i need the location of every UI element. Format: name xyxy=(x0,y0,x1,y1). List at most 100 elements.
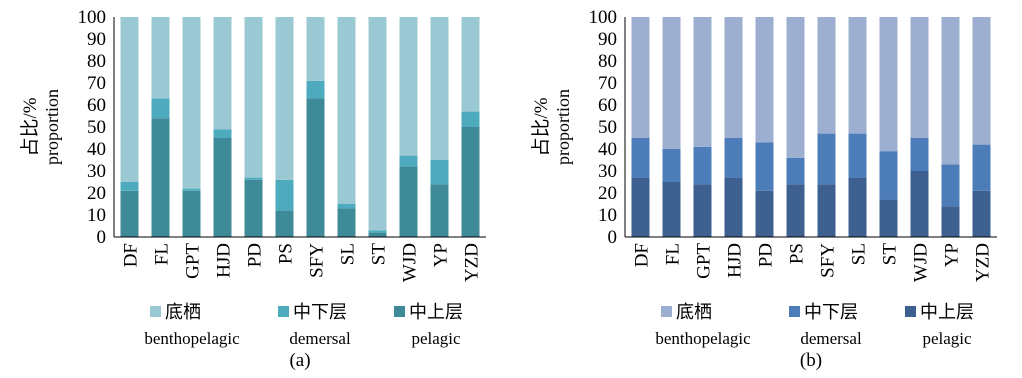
bar-segment-demersal xyxy=(662,149,681,182)
legend-label-en: pelagic xyxy=(922,329,972,348)
bar-segment-pelagic xyxy=(182,190,201,237)
bar-segment-benthopelagic xyxy=(910,17,929,138)
x-tick-label: PD xyxy=(756,243,777,267)
x-tick-label: PD xyxy=(245,243,266,267)
bar-segment-benthopelagic xyxy=(817,17,836,134)
bar-segment-benthopelagic xyxy=(275,17,294,180)
bar-segment-pelagic xyxy=(213,138,232,237)
y-axis-title-cn: 占比/% xyxy=(530,97,552,156)
bar-segment-pelagic xyxy=(755,190,774,237)
legend-label-cn: 中上层 xyxy=(409,302,463,322)
x-tick-label: YZD xyxy=(462,243,483,282)
bar-segment-demersal xyxy=(631,138,650,178)
bar-segment-benthopelagic xyxy=(120,17,139,182)
x-tick-label: FL xyxy=(152,243,173,265)
legend-label-en: benthopelagic xyxy=(144,329,240,348)
y-tick-label: 50 xyxy=(87,117,106,138)
bar-segment-benthopelagic xyxy=(693,17,712,147)
y-tick-label: 90 xyxy=(598,29,617,50)
y-tick-label: 10 xyxy=(87,205,106,226)
bar-segment-benthopelagic xyxy=(662,17,681,149)
y-tick-label: 40 xyxy=(598,139,617,160)
x-tick-label: PS xyxy=(276,243,297,264)
x-tick-label: SFY xyxy=(307,243,328,278)
bar-segment-benthopelagic xyxy=(399,17,418,156)
bar-segment-pelagic xyxy=(368,232,387,237)
y-tick-label: 80 xyxy=(598,51,617,72)
x-tick-label: SL xyxy=(849,243,870,265)
bar-segment-demersal xyxy=(244,177,263,180)
bar-segment-benthopelagic xyxy=(430,17,449,160)
bar-segment-demersal xyxy=(368,230,387,233)
bar-segment-benthopelagic xyxy=(244,17,263,178)
x-tick-label: YP xyxy=(431,243,452,267)
panel-label: (a) xyxy=(289,350,310,371)
bar-segment-pelagic xyxy=(306,98,325,238)
bar-segment-benthopelagic xyxy=(151,17,170,99)
bar-segment-demersal xyxy=(879,151,898,200)
bar-segment-benthopelagic xyxy=(306,17,325,81)
bar-segment-pelagic xyxy=(662,182,681,237)
x-tick-label: ST xyxy=(369,243,390,266)
bar-segment-pelagic xyxy=(941,206,960,237)
legend-label-en: demersal xyxy=(289,329,351,348)
bar-segment-pelagic xyxy=(120,190,139,237)
legend-swatch-demersal xyxy=(278,306,289,317)
bar-segment-benthopelagic xyxy=(337,17,356,204)
bar-segment-pelagic xyxy=(817,184,836,237)
x-tick-label: DF xyxy=(121,243,142,267)
y-tick-label: 100 xyxy=(78,7,107,28)
bar-segment-demersal xyxy=(972,144,991,191)
y-tick-label: 80 xyxy=(87,51,106,72)
bar-segment-demersal xyxy=(399,155,418,167)
y-tick-label: 0 xyxy=(608,227,618,248)
bar-segment-pelagic xyxy=(972,190,991,237)
bar-segment-demersal xyxy=(693,146,712,185)
bar-segment-benthopelagic xyxy=(631,17,650,138)
y-tick-label: 30 xyxy=(87,161,106,182)
bar-segment-pelagic xyxy=(337,208,356,237)
legend-swatch-pelagic xyxy=(394,306,405,317)
bar-segment-pelagic xyxy=(848,177,867,237)
bar-segment-demersal xyxy=(786,157,805,185)
legend-label-cn: 底栖 xyxy=(676,302,712,322)
y-tick-label: 70 xyxy=(598,73,617,94)
bar-segment-benthopelagic xyxy=(213,17,232,130)
bar-segment-demersal xyxy=(941,164,960,207)
x-tick-label: SFY xyxy=(818,243,839,278)
legend-label-en: benthopelagic xyxy=(655,329,751,348)
legend-label-cn: 底栖 xyxy=(165,302,201,322)
bar-segment-benthopelagic xyxy=(724,17,743,138)
y-tick-label: 60 xyxy=(87,95,106,116)
y-tick-label: 70 xyxy=(87,73,106,94)
y-tick-label: 60 xyxy=(598,95,617,116)
bar-segment-demersal xyxy=(120,182,139,191)
bar-segment-benthopelagic xyxy=(879,17,898,152)
x-tick-label: GPT xyxy=(183,243,204,279)
bar-segment-demersal xyxy=(910,138,929,171)
bar-segment-demersal xyxy=(182,188,201,191)
bar-segment-demersal xyxy=(213,129,232,138)
legend-swatch-benthopelagic xyxy=(661,306,672,317)
y-tick-label: 100 xyxy=(589,7,618,28)
bar-segment-pelagic xyxy=(244,179,263,237)
panel-label: (b) xyxy=(800,350,822,371)
x-tick-label: HJD xyxy=(725,243,746,278)
bar-segment-demersal xyxy=(430,160,449,185)
bar-segment-benthopelagic xyxy=(461,17,480,112)
bar-segment-benthopelagic xyxy=(786,17,805,158)
x-tick-label: DF xyxy=(632,243,653,267)
bar-segment-demersal xyxy=(724,138,743,178)
bar-segment-pelagic xyxy=(151,118,170,237)
y-tick-label: 10 xyxy=(598,205,617,226)
bar-segment-pelagic xyxy=(275,210,294,237)
legend-label-cn: 中下层 xyxy=(293,302,347,322)
bar-segment-pelagic xyxy=(724,177,743,237)
bar-segment-demersal xyxy=(755,142,774,191)
y-tick-label: 30 xyxy=(598,161,617,182)
bar-segment-benthopelagic xyxy=(368,17,387,231)
x-tick-label: SL xyxy=(338,243,359,265)
bar-segment-demersal xyxy=(306,80,325,99)
legend-swatch-benthopelagic xyxy=(150,306,161,317)
bar-segment-pelagic xyxy=(399,166,418,237)
